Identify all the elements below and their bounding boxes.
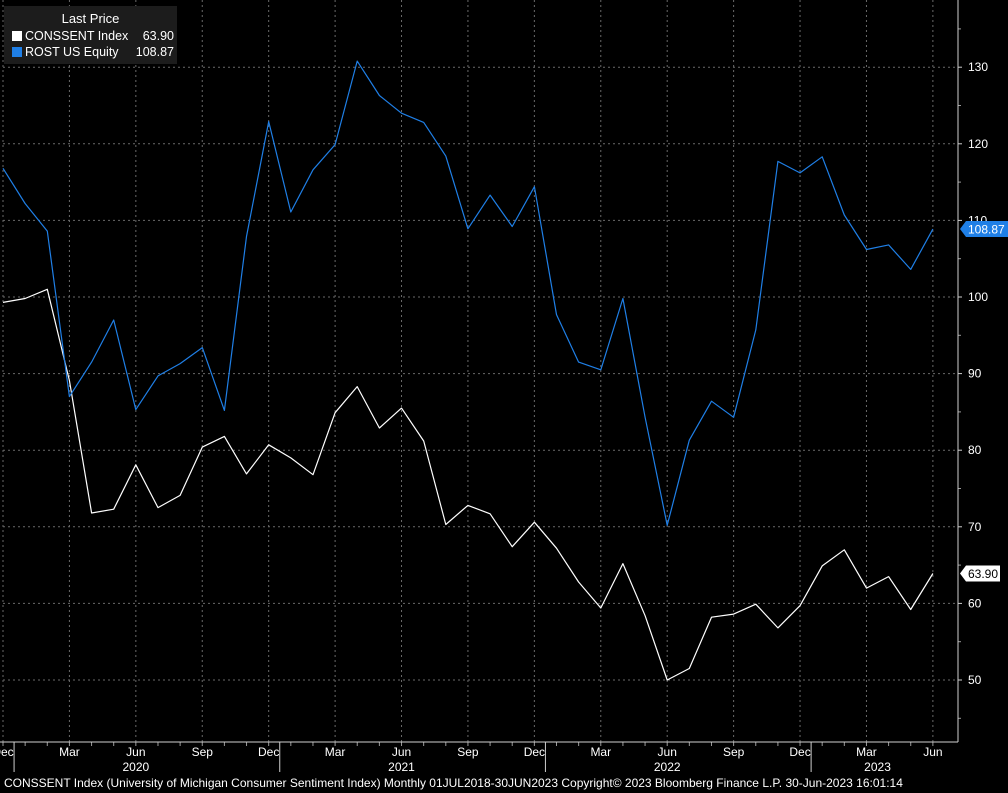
series-lines: [2, 60, 934, 681]
x-tick-label: Jun: [658, 745, 677, 759]
legend-header: Last Price: [61, 11, 120, 26]
x-tick-label: Dec: [0, 745, 14, 759]
x-axis: Dec Mar Jun Sep Dec Mar Jun Sep Dec Mar Jun Sep Dec M…: [0, 741, 958, 774]
chart-footer: CONSSENT Index (University of Michigan C…: [4, 776, 903, 790]
legend-entry-value: 108.87: [135, 45, 174, 59]
legend-entry-name: CONSSENT Index: [25, 29, 129, 43]
y-tick-label: 70: [968, 520, 982, 534]
x-tick-label: Mar: [856, 745, 877, 759]
y-tick-label: 80: [968, 443, 982, 457]
year-label: 2021: [388, 760, 415, 774]
last-value-tag: [960, 221, 1008, 238]
y-tick-label: 90: [968, 367, 982, 381]
legend-swatch-white: [12, 31, 22, 41]
y-tick-label: 60: [968, 596, 982, 610]
x-tick-label: Dec: [258, 745, 279, 759]
y-tick-label: 50: [968, 673, 982, 687]
last-value-label: 108.87: [968, 223, 1005, 237]
x-tick-label: Jun: [392, 745, 411, 759]
legend: Last Price CONSSENT Index 63.90 ROST US …: [4, 6, 177, 64]
x-tick-label: Dec: [789, 745, 810, 759]
legend-entry-consent: CONSSENT Index 63.90: [12, 29, 174, 43]
x-tick-label: Dec: [524, 745, 545, 759]
last-value-tags: 108.87 63.90: [960, 221, 1008, 582]
y-tick-label: 120: [968, 137, 988, 151]
last-value-label: 63.90: [968, 567, 998, 581]
series-line-conssent-index: [2, 288, 934, 681]
x-tick-label: Sep: [723, 745, 745, 759]
series-line-rost-us-equity: [2, 60, 934, 526]
year-label: 2022: [654, 760, 681, 774]
grid-lines: [2, 0, 958, 742]
year-label: 2020: [122, 760, 149, 774]
legend-entry-value: 63.90: [142, 29, 174, 43]
x-tick-label: Jun: [923, 745, 942, 759]
y-tick-label: 100: [968, 290, 988, 304]
x-tick-label: Mar: [325, 745, 346, 759]
x-tick-label: Jun: [126, 745, 145, 759]
x-tick-label: Sep: [192, 745, 214, 759]
legend-entry-rost: ROST US Equity 108.87: [12, 45, 174, 59]
x-tick-label: Mar: [590, 745, 611, 759]
x-tick-label: Mar: [59, 745, 80, 759]
legend-entry-name: ROST US Equity: [25, 45, 119, 59]
legend-swatch-blue: [12, 47, 22, 57]
last-value-tag: [960, 565, 1000, 582]
y-tick-label: 130: [968, 60, 988, 74]
x-tick-label: Sep: [457, 745, 479, 759]
year-label: 2023: [864, 760, 891, 774]
